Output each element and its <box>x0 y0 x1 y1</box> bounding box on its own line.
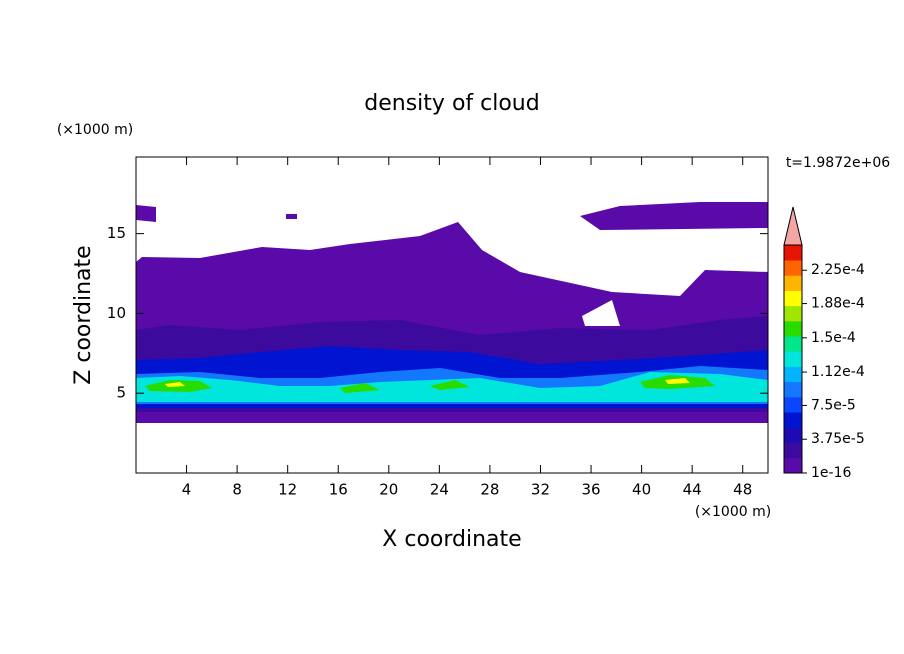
x-axis-label: X coordinate <box>382 527 521 552</box>
x-tick-label: 40 <box>632 481 651 499</box>
x-tick-label: 4 <box>182 481 192 499</box>
x-tick-label: 48 <box>733 481 752 499</box>
colorbar-bin <box>784 305 802 322</box>
y-tick-label: 5 <box>116 384 126 402</box>
x-tick-label: 16 <box>329 481 348 499</box>
x-tick-label: 20 <box>379 481 398 499</box>
colorbar-bin <box>784 366 802 383</box>
y-tick-label: 15 <box>107 224 126 242</box>
y-tick-label: 10 <box>107 304 126 322</box>
colorbar-label: 3.75e-5 <box>811 431 865 447</box>
colorbar-bin <box>784 245 802 261</box>
y-axis-label: Z coordinate <box>71 245 96 384</box>
colorbar-bin <box>784 427 802 443</box>
colorbar-bin <box>784 260 802 276</box>
colorbar-label: 1.5e-4 <box>811 330 856 346</box>
colorbar-bin <box>784 412 802 428</box>
colorbar-label: 2.25e-4 <box>811 262 865 278</box>
colorbar-bin <box>784 397 802 413</box>
x-tick-label: 32 <box>531 481 550 499</box>
colorbar-bin <box>784 351 802 367</box>
chart-title: density of cloud <box>364 91 539 116</box>
colorbar-bin <box>784 290 802 307</box>
y-unit: (×1000 m) <box>57 122 133 138</box>
colorbar-bin <box>784 457 802 474</box>
colorbar-frame <box>783 244 803 474</box>
colorbar-bin <box>784 381 802 398</box>
x-tick-label: 12 <box>278 481 297 499</box>
x-tick-label: 28 <box>480 481 499 499</box>
colorbar-bin <box>784 336 802 352</box>
x-tick-label: 8 <box>232 481 242 499</box>
contour-band <box>136 202 768 230</box>
x-tick-label: 36 <box>581 481 600 499</box>
colorbar-bin <box>784 321 802 337</box>
time-label: t=1.9872e+06 <box>786 155 890 171</box>
colorbar-bin <box>784 275 802 291</box>
colorbar-extend <box>783 206 803 246</box>
colorbar-label: 1.88e-4 <box>811 296 865 312</box>
x-tick-label: 44 <box>683 481 702 499</box>
plot-frame <box>135 156 769 474</box>
x-tick-label: 24 <box>430 481 449 499</box>
colorbar-label: 1e-16 <box>811 465 851 481</box>
x-unit: (×1000 m) <box>695 504 771 520</box>
contour-field <box>136 202 768 423</box>
colorbar-bin <box>784 442 802 459</box>
colorbar-label: 1.12e-4 <box>811 364 865 380</box>
colorbar-label: 7.5e-5 <box>811 397 856 413</box>
